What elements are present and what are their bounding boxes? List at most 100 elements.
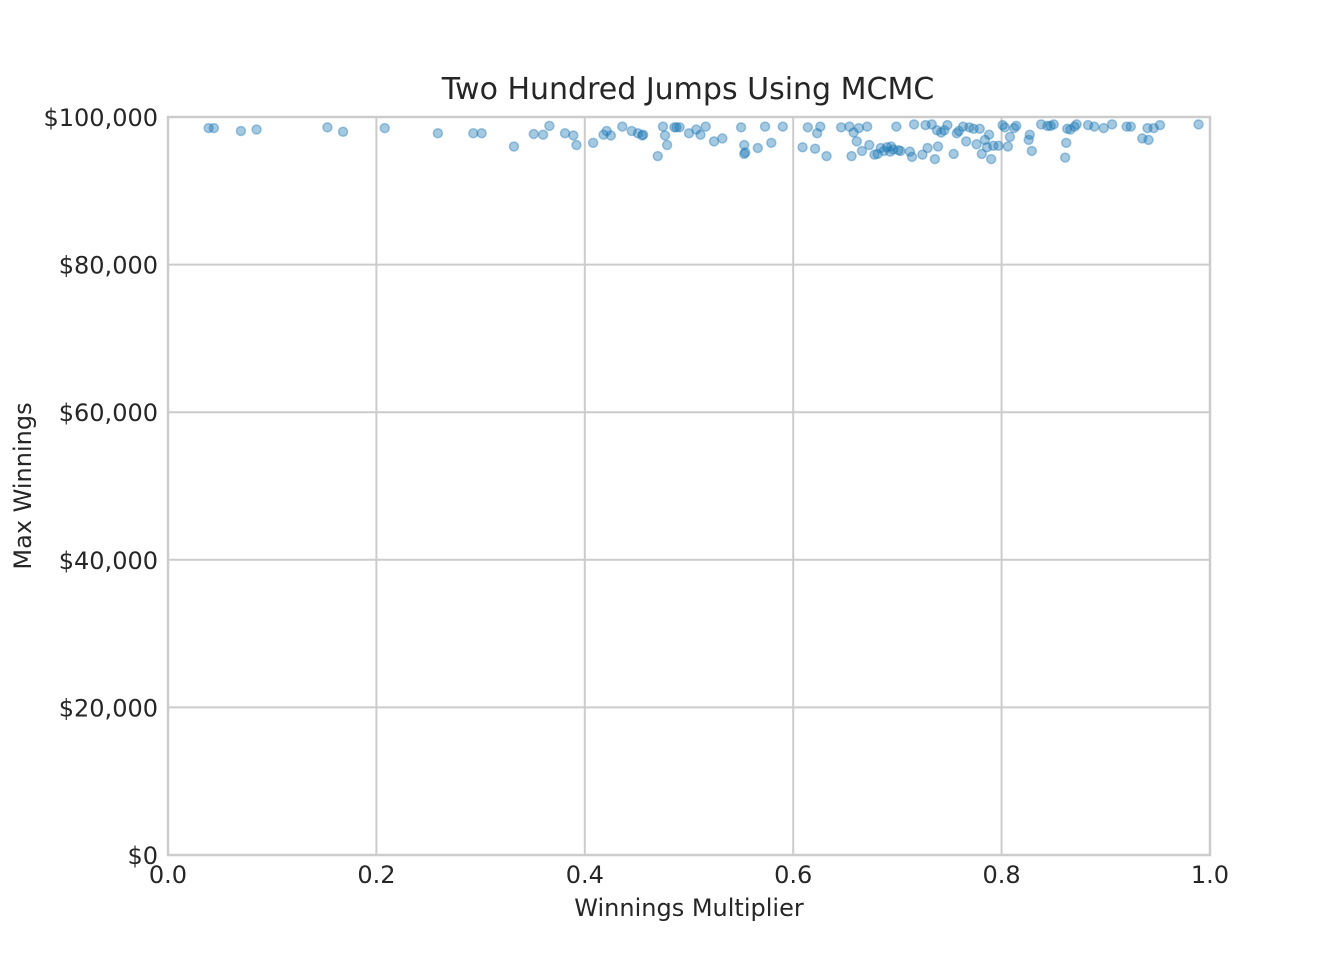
data-point (1023, 134, 1034, 146)
chart-title: Two Hundred Jumps Using MCMC (441, 72, 935, 107)
data-point (948, 148, 959, 160)
data-point (957, 121, 969, 132)
data-point (468, 127, 479, 139)
data-point (864, 139, 875, 151)
data-point (960, 136, 972, 147)
data-point (891, 121, 902, 132)
data-point (872, 148, 883, 160)
data-point (759, 121, 771, 132)
data-point (537, 129, 549, 140)
data-point (1089, 121, 1100, 132)
data-point (700, 121, 711, 132)
y-tick-label: $80,000 (59, 252, 158, 280)
data-point (887, 144, 899, 155)
data-point (1026, 145, 1038, 157)
data-point (922, 142, 933, 154)
data-point (337, 126, 349, 138)
data-point (964, 122, 975, 133)
data-point (932, 141, 944, 152)
data-point (683, 127, 695, 139)
data-point (1004, 131, 1016, 143)
data-point (939, 125, 950, 136)
data-point (929, 153, 941, 165)
data-point (797, 142, 808, 153)
x-tick-label: 0.6 (774, 861, 812, 889)
data-point (885, 141, 897, 152)
data-point (476, 127, 487, 139)
data-point (671, 122, 682, 133)
data-point (235, 125, 247, 137)
data-point (983, 129, 995, 140)
data-point (740, 147, 751, 158)
data-point (848, 127, 859, 138)
data-point (851, 136, 863, 147)
data-point (993, 140, 1004, 152)
x-tick-label: 1.0 (1191, 861, 1229, 889)
data-point (815, 121, 826, 132)
data-point (856, 145, 868, 157)
x-axis-ticks: 0.0 0.2 0.4 0.6 0.8 1.0 (149, 861, 1229, 889)
data-point (544, 120, 555, 132)
data-point (988, 140, 999, 152)
data-point (717, 133, 728, 144)
data-point (636, 130, 648, 141)
data-point (953, 125, 965, 137)
data-point (1148, 122, 1159, 134)
data-point (1002, 141, 1014, 152)
data-point (738, 148, 750, 160)
data-point (881, 142, 893, 153)
data-point (777, 121, 789, 132)
data-point (1121, 121, 1132, 132)
data-point (1098, 122, 1109, 134)
data-point (379, 122, 390, 134)
data-point (935, 127, 947, 138)
data-point (657, 121, 669, 132)
data-point (1045, 120, 1056, 132)
data-point (1143, 134, 1154, 146)
data-point (802, 122, 814, 133)
data-point (1061, 123, 1073, 135)
x-tick-label: 0.4 (566, 861, 604, 889)
data-point (997, 119, 1008, 131)
data-point (632, 127, 644, 139)
data-point (322, 122, 333, 133)
y-tick-label: $100,000 (43, 104, 158, 132)
data-point (976, 148, 988, 160)
data-point (920, 119, 931, 131)
data-point (691, 124, 702, 135)
data-point (861, 121, 873, 132)
data-point (968, 123, 979, 135)
data-point (1106, 119, 1118, 130)
data-point (875, 142, 886, 154)
data-point (999, 122, 1010, 133)
data-points (203, 119, 1204, 165)
data-point (661, 139, 673, 151)
data-point (981, 142, 993, 153)
data-point (203, 122, 214, 134)
grid-lines (167, 116, 1211, 856)
data-point (884, 146, 896, 157)
data-point (878, 145, 890, 157)
data-point (821, 150, 832, 162)
data-point (904, 146, 916, 157)
data-point (674, 122, 685, 133)
data-point (895, 145, 906, 157)
data-point (1137, 133, 1148, 144)
data-point (844, 121, 855, 132)
data-point (1024, 129, 1035, 140)
y-axis-ticks: $0 $20,000 $40,000 $60,000 $80,000 $100,000 (43, 104, 158, 870)
data-point (869, 149, 880, 160)
data-point (1042, 120, 1053, 132)
data-point (735, 122, 747, 133)
data-point (1048, 119, 1059, 130)
data-point (432, 127, 444, 139)
data-point (811, 127, 823, 139)
data-point (985, 153, 997, 165)
data-point (626, 125, 637, 137)
data-point (752, 142, 764, 154)
x-tick-label: 0.2 (357, 861, 395, 889)
data-point (931, 125, 943, 136)
data-point (669, 122, 680, 133)
y-tick-label: $60,000 (59, 399, 158, 427)
data-point (659, 130, 671, 141)
